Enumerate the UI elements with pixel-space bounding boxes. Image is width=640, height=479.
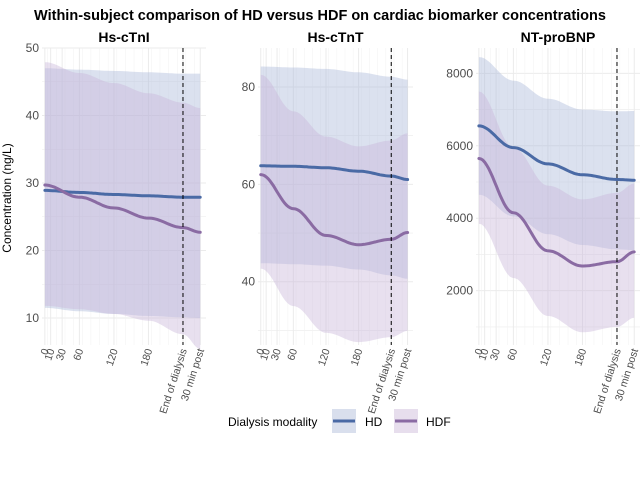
- legend-key-hdf: [394, 409, 418, 433]
- line-hd: [477, 124, 636, 182]
- x-tick-label: 10: [476, 347, 491, 362]
- x-tick-label: 0: [39, 347, 52, 356]
- panel-title: Hs-cTnT: [308, 29, 364, 45]
- line-hd: [43, 188, 202, 199]
- x-tick-label: 180: [349, 347, 366, 368]
- x-tick-label: 0: [254, 347, 267, 356]
- y-tick-label: 6000: [446, 139, 473, 153]
- line-hdf: [43, 183, 202, 234]
- y-tick-label: 10: [26, 311, 40, 325]
- line-hdf: [259, 173, 410, 247]
- x-tick-label: 30: [54, 347, 69, 362]
- x-tick-label: 60: [285, 347, 300, 362]
- x-tick-label: 30: [488, 347, 503, 362]
- legend-label-hd: HD: [365, 415, 383, 429]
- x-tick-label: 60: [71, 347, 86, 362]
- legend-title: Dialysis modality: [228, 415, 317, 429]
- x-tick-label: 120: [538, 347, 555, 368]
- x-tick-label: 120: [104, 347, 121, 368]
- ribbon-hdf: [478, 91, 635, 333]
- legend-label-hdf: HDF: [426, 415, 451, 429]
- ribbon-hd: [260, 66, 408, 279]
- y-tick-label: 20: [26, 244, 40, 258]
- x-tick-label: 30: [269, 347, 284, 362]
- x-tick-label: 180: [138, 347, 155, 368]
- x-tick-label: 180: [572, 347, 589, 368]
- ribbon-hdf: [44, 62, 201, 350]
- x-tick-label: 10: [258, 347, 273, 362]
- y-axis-label: Concentration (ng/L): [0, 143, 14, 252]
- ribbon-hd: [478, 57, 635, 251]
- line-hd: [259, 164, 410, 181]
- line-hdf: [477, 157, 636, 268]
- y-tick-label: 60: [242, 177, 256, 191]
- y-tick-label: 2000: [446, 284, 473, 298]
- x-tick-label: 0: [473, 347, 486, 356]
- chart-title: Within-subject comparison of HD versus H…: [34, 8, 606, 24]
- legend: Dialysis modality HD HDF: [228, 409, 451, 433]
- ribbon-hd: [44, 68, 201, 318]
- y-tick-label: 40: [26, 109, 40, 123]
- y-tick-label: 8000: [446, 66, 473, 80]
- x-tick-label: 120: [316, 347, 333, 368]
- y-tick-label: 40: [242, 275, 256, 289]
- ribbon-hdf: [260, 74, 408, 343]
- legend-key-hd: [332, 409, 356, 433]
- x-tick-label: 60: [505, 347, 520, 362]
- y-tick-label: 80: [242, 80, 256, 94]
- y-tick-label: 30: [26, 176, 40, 190]
- y-tick-label: 50: [26, 41, 40, 55]
- panel-title: NT-proBNP: [521, 29, 596, 45]
- y-tick-label: 4000: [446, 211, 473, 225]
- x-tick-label: 10: [42, 347, 57, 362]
- panel-title: Hs-cTnI: [98, 29, 149, 45]
